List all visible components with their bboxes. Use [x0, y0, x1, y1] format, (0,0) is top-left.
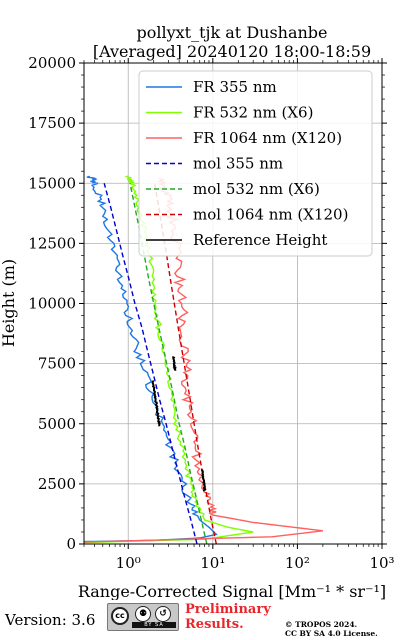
legend-label-mol-355-nm: mol 355 nm	[193, 155, 283, 173]
cc-license-badge[interactable]: cc ⚉ ↺ BY SA	[107, 603, 179, 631]
y-tick-label-7: 17500	[28, 114, 76, 132]
y-tick-label-2: 5000	[38, 415, 76, 433]
y-tick-label-1: 2500	[38, 475, 76, 493]
sa-share-icon: ↺	[155, 606, 171, 622]
series-reference-height-segment-1	[172, 356, 177, 371]
chart-svg: pollyxt_tjk at Dushanbe [Averaged] 20240…	[0, 23, 395, 600]
y-tick-label-8: 20000	[28, 54, 76, 72]
legend-label-mol-532-nm-x6: mol 532 nm (X6)	[193, 180, 320, 198]
by-person-icon: ⚉	[135, 606, 151, 622]
preliminary-line2: Results.	[185, 617, 244, 632]
y-tick-label-0: 0	[66, 535, 76, 553]
copyright-notice: © TROPOS 2024. CC BY SA 4.0 License.	[285, 620, 378, 638]
x-axis-label: Range-Corrected Signal [Mm⁻¹ * sr⁻¹]	[78, 582, 386, 600]
chart-subtitle: [Averaged] 20240120 18:00-18:59	[93, 42, 371, 61]
ticks-layer: 0 2500 5000 7500 10000 12500 15000 17500 20000 10…	[28, 54, 394, 572]
cc-badge-strip: BY SA	[132, 622, 176, 628]
copyright-line1: © TROPOS 2024.	[285, 620, 358, 629]
x-tick-label-1: 10¹	[200, 554, 225, 572]
x-tick-label-2: 10²	[285, 554, 310, 572]
y-tick-label-3: 7500	[38, 355, 76, 373]
x-tick-label-0: 10⁰	[116, 554, 141, 572]
series-reference-height-segment-0	[151, 380, 162, 427]
y-tick-label-4: 10000	[28, 295, 76, 313]
legend-box	[138, 70, 373, 257]
x-tick-label-3: 10³	[369, 554, 394, 572]
y-axis-label: Height (m)	[0, 259, 18, 347]
series-mol-355-nm	[103, 183, 198, 545]
legend: FR 355 nm FR 532 nm (X6) FR 1064 nm (X120)…	[138, 70, 373, 257]
legend-label-fr-1064-nm-x120: FR 1064 nm (X120)	[193, 129, 342, 147]
copyright-line2: CC BY SA 4.0 License.	[285, 629, 378, 638]
preliminary-line1: Preliminary	[185, 602, 271, 617]
series-fr-355-nm	[83, 175, 218, 543]
legend-label-fr-532-nm-x6: FR 532 nm (X6)	[193, 104, 313, 122]
version-label: Version: 3.6	[5, 611, 96, 629]
legend-label-mol-1064-nm-x120: mol 1064 nm (X120)	[193, 206, 348, 224]
legend-label-fr-355-nm: FR 355 nm	[193, 78, 277, 96]
y-tick-label-6: 15000	[28, 174, 76, 192]
y-tick-label-5: 12500	[28, 234, 76, 252]
legend-label-reference-height: Reference Height	[193, 231, 327, 249]
series-reference-height-segment-2	[200, 469, 207, 492]
preliminary-notice: Preliminary Results.	[185, 602, 271, 632]
cc-logo-icon: cc	[111, 607, 129, 625]
chart-title: pollyxt_tjk at Dushanbe	[136, 23, 327, 42]
